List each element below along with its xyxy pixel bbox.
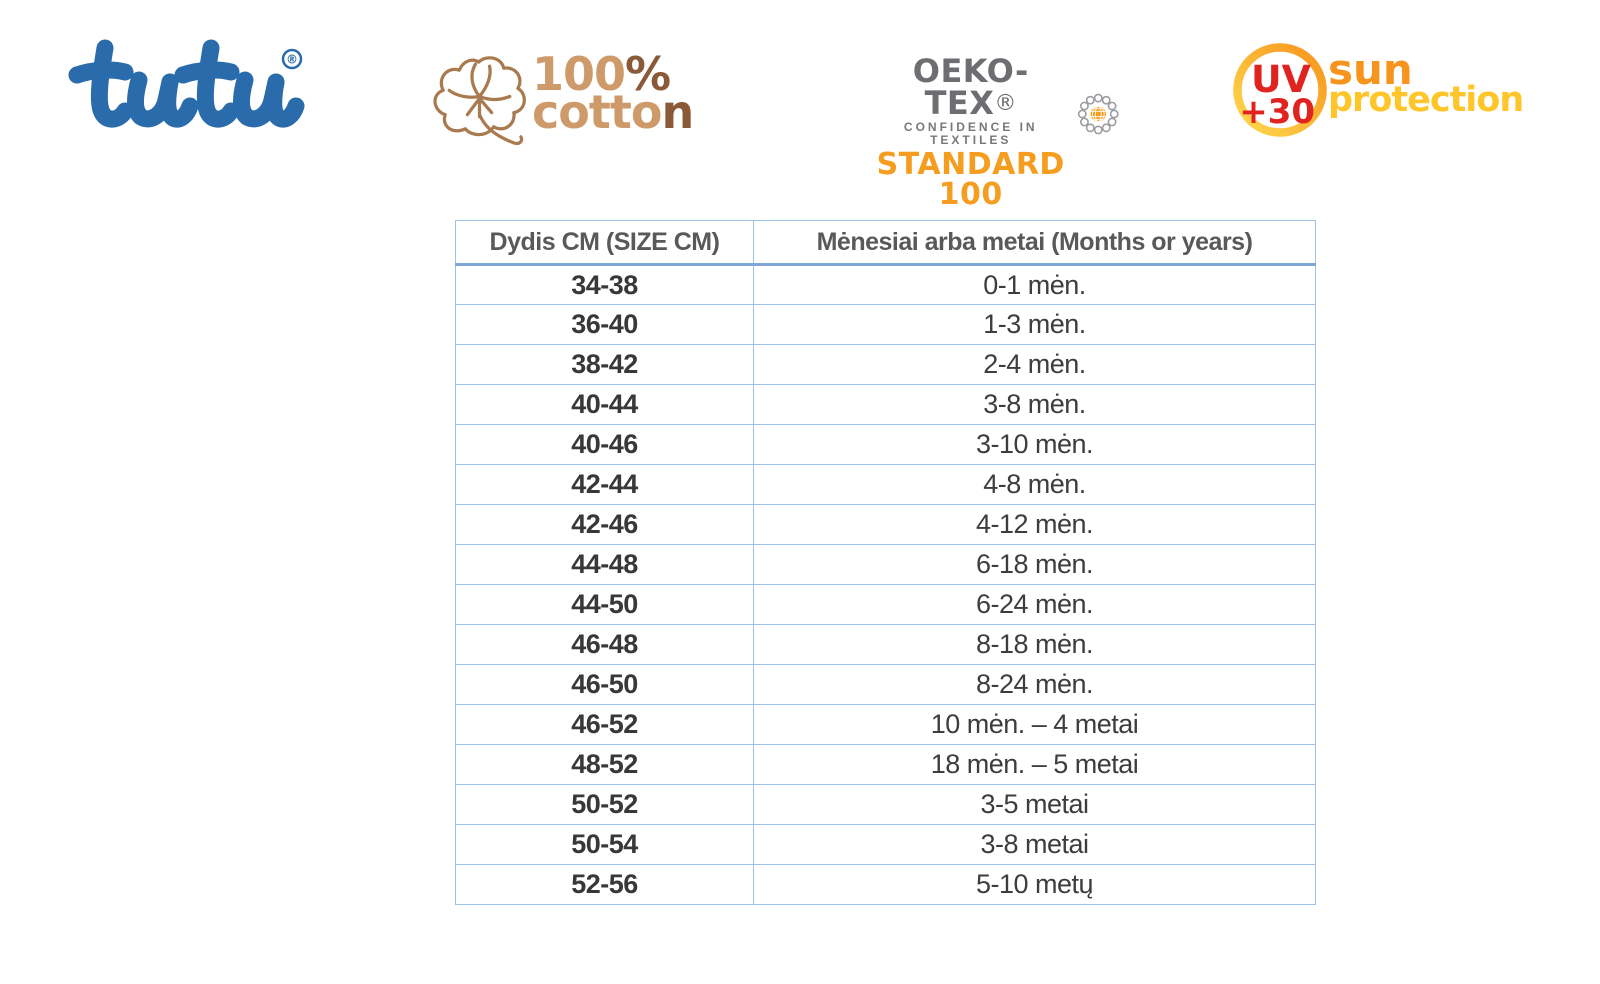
tutu-logo: ®: [60, 38, 310, 148]
table-row: 38-42 2-4 mėn.: [455, 344, 1316, 385]
age-cell: 6-18 mėn.: [753, 544, 1316, 585]
age-cell: 3-8 metai: [753, 824, 1316, 865]
table-row: 50-54 3-8 metai: [455, 824, 1316, 865]
table-row: 44-48 6-18 mėn.: [455, 544, 1316, 585]
cotton-num: 100: [532, 47, 626, 101]
table-row: 40-44 3-8 mėn.: [455, 384, 1316, 425]
size-cell: 42-44: [455, 464, 754, 505]
uv-badge-icon: UV +30: [1233, 43, 1327, 137]
uv-sun-label: sun: [1328, 45, 1413, 94]
table-row: 44-50 6-24 mėn.: [455, 584, 1316, 625]
size-cell: 40-46: [455, 424, 754, 465]
size-cell: 46-52: [455, 704, 754, 745]
age-cell: 2-4 mėn.: [753, 344, 1316, 385]
oeko-tex-text: OEKO-TEX® CONFIDENCE IN TEXTILES STANDAR…: [872, 55, 1069, 210]
registered-mark-label: ®: [286, 53, 298, 67]
age-cell: 3-10 mėn.: [753, 424, 1316, 465]
cotton-pct: %: [625, 47, 671, 101]
oeko-brand: OEKO-TEX: [912, 52, 1029, 122]
cotton-percent-line: 100%: [532, 51, 693, 97]
uv-protection-logo: UV +30 sun protection: [1228, 38, 1524, 143]
registered-mark-icon: [281, 48, 303, 70]
table-row: 46-48 8-18 mėn.: [455, 624, 1316, 665]
cotton-flower-icon: [433, 56, 526, 145]
cotton-logo: 100% cotton: [420, 48, 694, 153]
size-cell: 44-50: [455, 584, 754, 625]
age-cell: 8-18 mėn.: [753, 624, 1316, 665]
size-cell: 46-48: [455, 624, 754, 665]
age-cell: 6-24 mėn.: [753, 584, 1316, 625]
table-row: 48-52 18 mėn. – 5 metai: [455, 744, 1316, 785]
size-cell: 50-52: [455, 784, 754, 825]
age-column-header: Mėnesiai arba metai (Months or years): [753, 220, 1316, 266]
size-cell: 52-56: [455, 864, 754, 905]
age-cell: 3-8 mėn.: [753, 384, 1316, 425]
size-cell: 46-50: [455, 664, 754, 705]
uv-badge-line1: UV: [1251, 57, 1312, 101]
oeko-tex-logo: OEKO-TEX® CONFIDENCE IN TEXTILES STANDAR…: [872, 55, 1122, 210]
size-cell: 50-54: [455, 824, 754, 865]
table-body: 34-38 0-1 mėn. 36-40 1-3 mėn. 38-42 2-4 mėn. 4…: [455, 264, 1316, 905]
table-row: 50-52 3-5 metai: [455, 784, 1316, 825]
cotton-word-a: cotto: [532, 84, 662, 139]
table-row: 40-46 3-10 mėn.: [455, 424, 1316, 465]
table-row: 42-44 4-8 mėn.: [455, 464, 1316, 505]
oeko-standard-label: STANDARD 100: [876, 147, 1065, 213]
cotton-logo-text: 100% cotton: [532, 51, 694, 135]
table-row: 46-52 10 mėn. – 4 metai: [455, 704, 1316, 745]
table-header-row: Dydis CM (SIZE CM) Mėnesiai arba metai (…: [455, 220, 1316, 266]
oeko-tagline: CONFIDENCE IN TEXTILES: [903, 120, 1038, 148]
size-cell: 44-48: [455, 544, 754, 585]
tutu-logo-icon: ®: [68, 39, 305, 128]
age-cell: 3-5 metai: [753, 784, 1316, 825]
table-row: 36-40 1-3 mėn.: [455, 304, 1316, 345]
size-cell: 42-46: [455, 504, 754, 545]
size-chart-table: Dydis CM (SIZE CM) Mėnesiai arba metai (…: [455, 220, 1316, 905]
age-cell: 10 mėn. – 4 metai: [753, 704, 1316, 745]
size-cell: 38-42: [455, 344, 754, 385]
age-cell: 8-24 mėn.: [753, 664, 1316, 705]
oeko-brand-line: OEKO-TEX®: [872, 55, 1069, 119]
table-row: 52-56 5-10 metų: [455, 864, 1316, 905]
age-cell: 1-3 mėn.: [753, 304, 1316, 345]
size-chart: Dydis CM (SIZE CM) Mėnesiai arba metai (…: [455, 220, 1316, 905]
cotton-word-line: cotton: [532, 89, 694, 135]
size-cell: 40-44: [455, 384, 754, 425]
age-cell: 18 mėn. – 5 metai: [753, 744, 1316, 785]
table-row: 42-46 4-12 mėn.: [455, 504, 1316, 545]
cotton-word-b: n: [661, 84, 694, 139]
uv-badge-line2: +30: [1239, 92, 1315, 132]
age-cell: 0-1 mėn.: [753, 264, 1316, 305]
age-cell: 4-8 mėn.: [753, 464, 1316, 505]
table-row: 46-50 8-24 mėn.: [455, 664, 1316, 705]
age-cell: 4-12 mėn.: [753, 504, 1316, 545]
oeko-tex-emblem-icon: [1078, 93, 1120, 135]
oeko-registered-mark: ®: [994, 91, 1017, 116]
size-cell: 34-38: [455, 264, 754, 305]
size-cell: 48-52: [455, 744, 754, 785]
uv-words: sun protection: [1328, 45, 1524, 120]
size-column-header: Dydis CM (SIZE CM): [455, 220, 754, 266]
uv-protection-label: protection: [1328, 79, 1524, 120]
age-cell: 5-10 metų: [753, 864, 1316, 905]
table-row: 34-38 0-1 mėn.: [455, 264, 1316, 305]
size-cell: 36-40: [455, 304, 754, 345]
